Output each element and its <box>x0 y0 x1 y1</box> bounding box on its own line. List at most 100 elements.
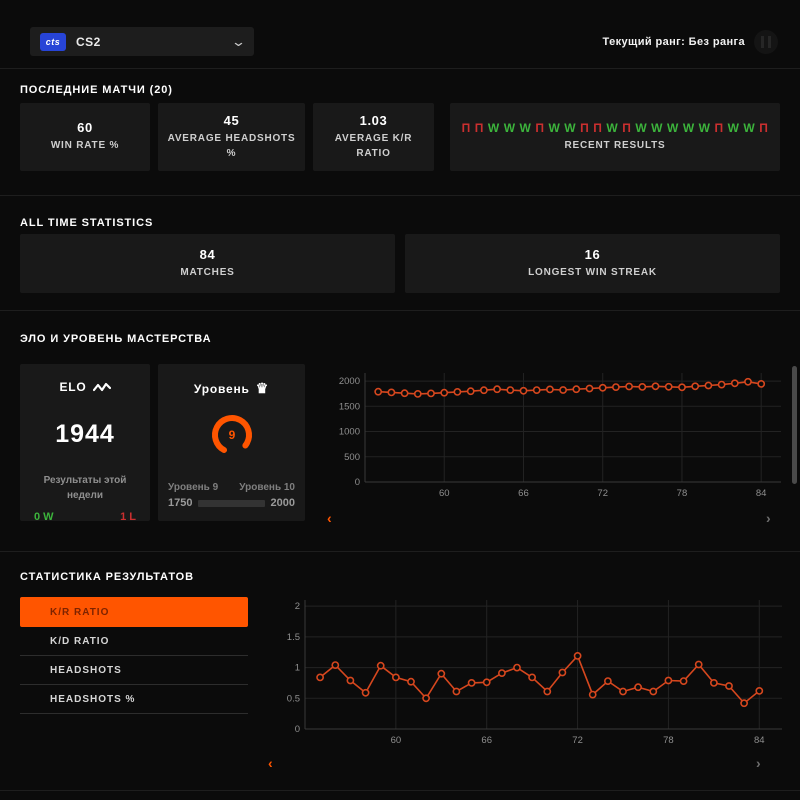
elo-chart-prev-arrow[interactable]: ‹ <box>327 510 332 526</box>
svg-text:78: 78 <box>677 488 688 499</box>
match-result-letter: W <box>503 120 516 135</box>
svg-text:72: 72 <box>597 488 608 499</box>
crown-icon: ♛ <box>255 380 270 396</box>
match-result-letter: W <box>727 120 740 135</box>
level-card: Уровень ♛ 9 Уровень 9 Уровень 10 1750 20… <box>158 364 305 521</box>
svg-text:84: 84 <box>754 735 765 746</box>
win-rate-value: 60 <box>77 120 93 136</box>
week-losses: 1 L <box>120 511 136 523</box>
avg-headshots-value: 45 <box>223 113 240 128</box>
svg-text:0.5: 0.5 <box>287 693 300 704</box>
svg-text:60: 60 <box>439 488 450 499</box>
stat-tabs: K/R RATIO K/D RATIO HEADSHOTS HEADSHOTS … <box>20 597 248 714</box>
svg-text:500: 500 <box>344 452 360 463</box>
elo-section-title: ЭЛО И УРОВЕНЬ МАСТЕРСТВА <box>20 333 212 345</box>
tab-kd-ratio[interactable]: K/D RATIO <box>20 627 248 656</box>
kr-chart-next-arrow[interactable]: › <box>756 755 761 771</box>
match-result-letter: W <box>519 120 532 135</box>
match-result-letter: W <box>548 120 561 135</box>
tab-headshots-pct[interactable]: HEADSHOTS % <box>20 685 248 714</box>
divider <box>0 551 800 552</box>
cs2-logo-icon: cts <box>40 32 66 51</box>
match-result-letter: П <box>622 120 632 135</box>
win-streak-card: 16 LONGEST WIN STREAK <box>405 234 780 293</box>
chevron-down-icon: ⌄ <box>230 33 247 49</box>
level-progress-bar <box>198 499 265 507</box>
elo-chart-next-arrow[interactable]: › <box>766 510 771 526</box>
elo-week-subtitle: Результаты этой недели <box>43 475 127 501</box>
match-result-letter: W <box>666 120 679 135</box>
matches-value: 84 <box>199 246 216 262</box>
svg-text:72: 72 <box>572 735 583 746</box>
avg-headshots-label: AVERAGE HEADSHOTS % <box>167 133 296 159</box>
match-result-letter: П <box>593 120 603 135</box>
avg-kr-card: 1.03 AVERAGE K/R RATIO <box>313 103 434 171</box>
rank-badge-icon <box>754 30 778 54</box>
win-rate-label: WIN RATE % <box>50 140 120 152</box>
results-section-title: СТАТИСТИКА РЕЗУЛЬТАТОВ <box>20 571 194 583</box>
level-gauge: 9 <box>211 415 252 455</box>
recent-matches-title: ПОСЛЕДНИЕ МАТЧИ (20) <box>20 84 173 96</box>
svg-text:84: 84 <box>756 488 767 499</box>
match-result-letter: W <box>635 120 648 135</box>
avg-kr-label: AVERAGE K/R RATIO <box>334 133 413 159</box>
divider <box>0 68 800 69</box>
svg-text:78: 78 <box>663 735 674 746</box>
tab-headshots[interactable]: HEADSHOTS <box>20 656 248 685</box>
matches-label: MATCHES <box>180 266 235 278</box>
current-level-label: Уровень 9 <box>168 482 219 493</box>
elo-history-chart: 0 500 1000 1500 2000 60 66 72 78 84 <box>339 373 781 499</box>
game-selector-dropdown[interactable]: cts CS2 ⌄ <box>30 27 254 56</box>
match-result-letter: W <box>606 120 619 135</box>
svg-text:1000: 1000 <box>339 427 360 438</box>
svg-text:2000: 2000 <box>339 376 360 387</box>
next-level-label: Уровень 10 <box>239 482 295 493</box>
svg-text:2: 2 <box>295 601 300 612</box>
kr-chart-prev-arrow[interactable]: ‹ <box>268 755 273 771</box>
win-rate-card: 60 WIN RATE % <box>20 103 150 171</box>
match-result-letter: W <box>651 120 663 135</box>
win-streak-value: 16 <box>584 246 601 262</box>
level-card-title: Уровень <box>193 381 250 396</box>
week-wins: 0 W <box>34 511 54 523</box>
tab-kr-ratio[interactable]: K/R RATIO <box>20 597 248 627</box>
current-rank-label: Текущий ранг: Без ранга <box>602 36 745 48</box>
elo-card: ELO 1944 Результаты этой недели 0 W 1 L <box>20 364 150 523</box>
svg-text:1500: 1500 <box>339 401 360 412</box>
match-result-letter: П <box>580 120 590 135</box>
svg-text:66: 66 <box>481 735 492 746</box>
next-level-elo: 2000 <box>270 497 295 509</box>
match-result-letter: П <box>535 120 545 135</box>
game-selector-value: CS2 <box>76 34 101 49</box>
match-result-letter: W <box>487 120 500 135</box>
svg-text:1.5: 1.5 <box>287 632 300 643</box>
current-level-elo: 1750 <box>168 497 193 509</box>
kr-ratio-chart: 0 0.5 1 1.5 2 60 66 72 78 84 <box>287 600 782 746</box>
match-result-letter: П <box>759 120 769 135</box>
divider <box>0 790 800 791</box>
scrollbar-thumb[interactable] <box>792 366 797 484</box>
match-result-letter: П <box>714 120 724 135</box>
match-result-letter: W <box>743 120 756 135</box>
recent-results-label: RECENT RESULTS <box>564 139 666 151</box>
avg-headshots-card: 45 AVERAGE HEADSHOTS % <box>158 103 305 171</box>
svg-text:1: 1 <box>295 663 300 674</box>
svg-text:60: 60 <box>391 735 402 746</box>
win-streak-label: LONGEST WIN STREAK <box>528 266 657 278</box>
level-value-text: 9 <box>228 428 235 442</box>
elo-trend-icon <box>92 382 111 392</box>
alltime-cards: 84 MATCHES 16 LONGEST WIN STREAK <box>20 234 780 293</box>
svg-text:0: 0 <box>295 724 300 735</box>
svg-text:0: 0 <box>355 477 360 488</box>
match-result-letter: П <box>474 120 484 135</box>
recent-matches-cards: 60 WIN RATE % 45 AVERAGE HEADSHOTS % 1.0… <box>20 103 780 171</box>
match-result-letter: W <box>564 120 577 135</box>
divider <box>0 310 800 311</box>
match-result-letter: W <box>682 120 695 135</box>
match-result-letter: П <box>461 120 471 135</box>
matches-card: 84 MATCHES <box>20 234 395 293</box>
svg-text:66: 66 <box>518 488 529 499</box>
